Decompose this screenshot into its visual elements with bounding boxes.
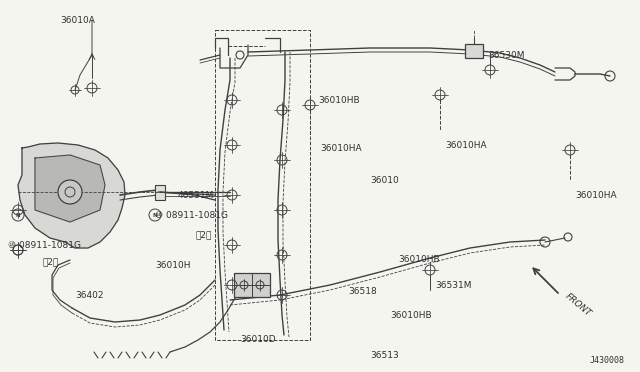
- Text: 36010D: 36010D: [240, 336, 276, 344]
- Bar: [234, 273, 270, 297]
- Text: ⑩ 08911-1081G: ⑩ 08911-1081G: [155, 211, 228, 219]
- Text: 36518: 36518: [348, 288, 377, 296]
- Text: 36513: 36513: [370, 350, 399, 359]
- Text: N: N: [153, 212, 157, 218]
- Polygon shape: [35, 155, 105, 222]
- Text: ⑩ 08911-1081G: ⑩ 08911-1081G: [8, 241, 81, 250]
- Polygon shape: [18, 143, 125, 248]
- Text: 36010HB: 36010HB: [390, 311, 431, 321]
- Text: （2）: （2）: [195, 231, 211, 240]
- Text: 36010HA: 36010HA: [320, 144, 362, 153]
- Text: 36010HA: 36010HA: [445, 141, 486, 150]
- Text: 36010HB: 36010HB: [398, 256, 440, 264]
- Text: 46531M: 46531M: [178, 190, 214, 199]
- Text: 36010HA: 36010HA: [575, 190, 616, 199]
- Text: J430008: J430008: [590, 356, 625, 365]
- Bar: [155, 185, 165, 200]
- Circle shape: [58, 180, 82, 204]
- Bar: [215, 30, 310, 340]
- Text: 36402: 36402: [75, 291, 104, 299]
- Text: 36010: 36010: [370, 176, 399, 185]
- Text: FRONT: FRONT: [563, 292, 593, 319]
- Text: 36531M: 36531M: [435, 282, 472, 291]
- Text: 36530M: 36530M: [488, 51, 525, 60]
- Text: 36010A: 36010A: [60, 16, 95, 25]
- Text: （2）: （2）: [42, 257, 58, 266]
- Text: 36010HB: 36010HB: [318, 96, 360, 105]
- Text: 36010H: 36010H: [155, 260, 191, 269]
- Text: N: N: [16, 212, 20, 218]
- Bar: [465, 44, 483, 58]
